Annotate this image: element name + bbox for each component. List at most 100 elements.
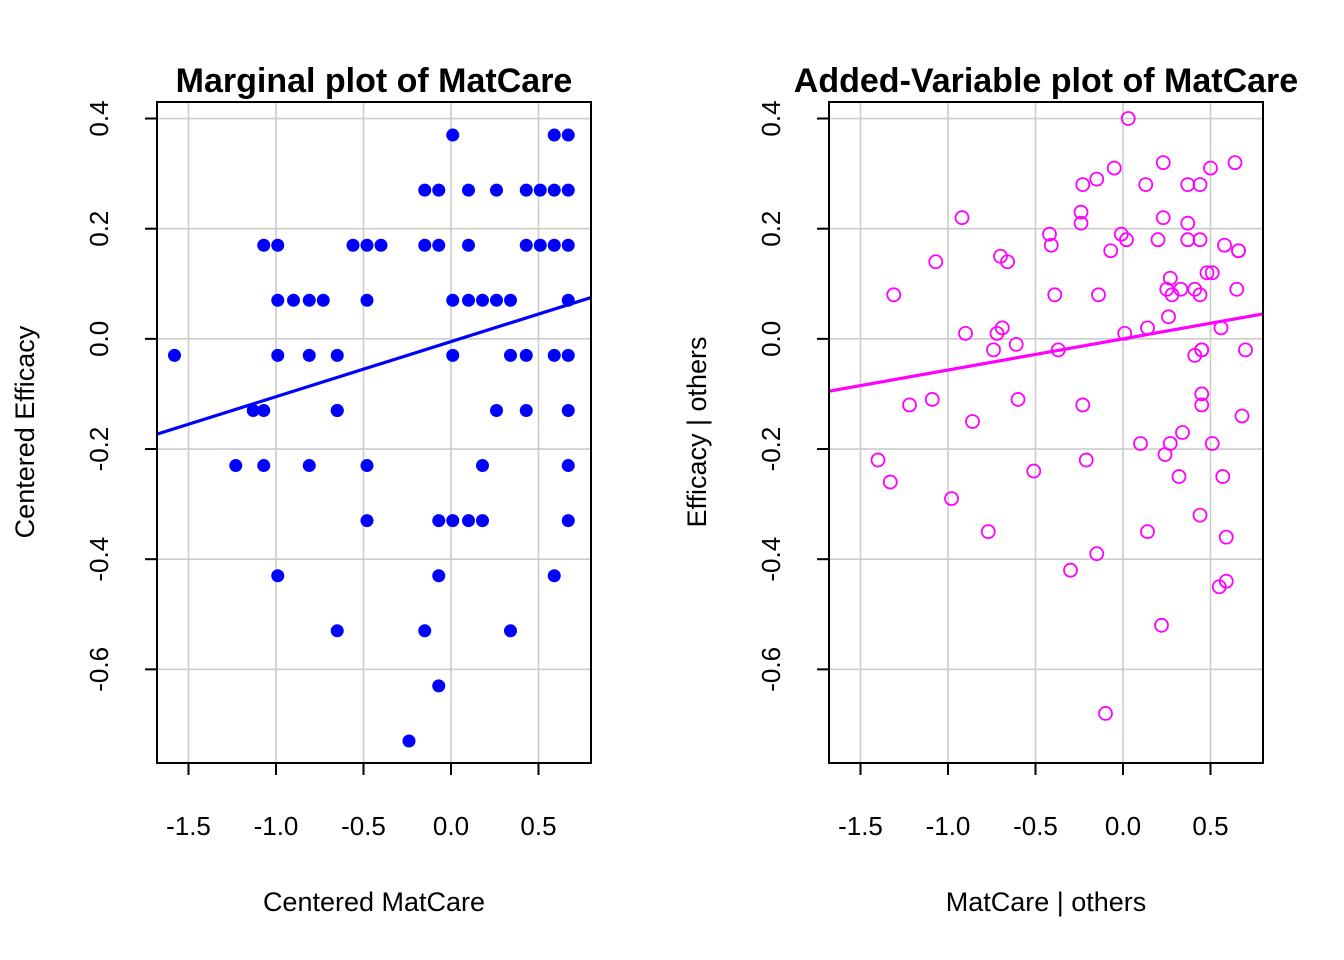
data-point — [462, 183, 475, 197]
x-tick-label: 0.5 — [1192, 811, 1228, 841]
data-point — [346, 238, 360, 252]
data-point — [1075, 397, 1091, 413]
x-tick-label: -0.5 — [341, 811, 386, 841]
data-point — [944, 491, 959, 507]
x-tick-label: -1.0 — [254, 811, 299, 841]
data-point — [1180, 215, 1196, 231]
y-tick-label: -0.2 — [84, 427, 114, 472]
data-point — [1192, 287, 1208, 303]
x-axis-label: MatCare | others — [946, 887, 1147, 917]
data-point — [271, 569, 285, 583]
data-point — [1192, 507, 1208, 523]
data-point — [1217, 237, 1232, 253]
data-point — [1138, 177, 1154, 193]
data-point — [1231, 243, 1246, 259]
data-point — [504, 293, 517, 307]
y-tick-label: 0.2 — [84, 211, 114, 247]
data-point — [1192, 177, 1208, 193]
data-point — [316, 293, 330, 307]
data-point — [271, 238, 285, 252]
data-point — [924, 392, 940, 407]
data-point — [519, 238, 533, 252]
data-point — [1155, 155, 1171, 170]
x-tick-label: -1.5 — [166, 811, 211, 841]
data-point — [1047, 287, 1063, 303]
data-point — [476, 293, 489, 307]
data-point — [462, 293, 475, 307]
data-point — [1199, 265, 1215, 281]
data-point — [1180, 177, 1196, 193]
data-point — [271, 348, 285, 362]
data-point — [490, 403, 503, 417]
data-point — [1098, 706, 1113, 721]
data-point — [1073, 215, 1089, 231]
data-point — [1120, 111, 1136, 126]
data-point — [1173, 281, 1189, 297]
data-point — [1187, 281, 1203, 297]
data-point — [446, 128, 460, 142]
x-tick-label: -1.0 — [926, 811, 971, 841]
data-point — [374, 238, 388, 252]
data-point — [302, 348, 316, 362]
data-point — [168, 348, 181, 362]
data-point — [1203, 160, 1218, 176]
x-tick-label: 0.5 — [520, 811, 556, 841]
data-point — [432, 183, 446, 197]
data-point — [1043, 237, 1059, 253]
data-point — [547, 238, 561, 252]
data-point — [1215, 469, 1231, 484]
data-point — [330, 403, 344, 417]
data-point — [1089, 171, 1105, 187]
data-point — [271, 293, 285, 307]
data-point — [561, 514, 575, 528]
data-point — [462, 238, 475, 252]
data-point — [561, 238, 575, 252]
data-point — [1000, 254, 1015, 270]
data-point — [257, 403, 271, 417]
data-point — [882, 474, 898, 490]
data-point — [287, 293, 300, 307]
data-point — [561, 459, 575, 473]
data-point — [1218, 529, 1234, 545]
y-tick-label: -0.6 — [84, 647, 114, 692]
y-tick-label: 0.0 — [84, 321, 114, 357]
data-point — [989, 325, 1005, 341]
y-tick-label: -0.6 — [756, 647, 786, 692]
data-point — [547, 128, 561, 142]
y-tick-label: -0.4 — [756, 537, 786, 582]
data-point — [504, 624, 517, 638]
data-point — [432, 569, 446, 583]
data-point — [1194, 386, 1210, 402]
data-point — [1229, 281, 1245, 297]
data-point — [246, 403, 260, 417]
data-point — [257, 238, 271, 252]
data-point — [476, 459, 489, 473]
x-tick-label: -1.5 — [838, 811, 883, 841]
data-point — [870, 452, 886, 468]
data-point — [330, 624, 344, 638]
y-tick-label: -0.2 — [756, 427, 786, 472]
regression-line — [156, 296, 592, 436]
data-point — [432, 679, 446, 693]
data-point — [1091, 287, 1106, 303]
data-point — [561, 128, 575, 142]
data-point — [257, 459, 271, 473]
data-point — [1026, 463, 1042, 479]
data-point — [1103, 243, 1119, 259]
chart-title: Marginal plot of MatCare — [176, 62, 573, 100]
x-tick-label: -0.5 — [1013, 811, 1058, 841]
data-point — [1106, 160, 1122, 176]
data-point — [1194, 342, 1210, 358]
data-point — [1192, 232, 1208, 248]
data-point — [1161, 309, 1176, 325]
data-point — [1162, 436, 1178, 451]
y-tick-label: 0.4 — [756, 100, 786, 136]
data-point — [1075, 177, 1091, 193]
data-point — [504, 348, 517, 362]
data-point — [1008, 336, 1024, 352]
plot-frame — [156, 101, 592, 764]
marginal-plot-panel: Marginal plot of MatCare Centered MatCar… — [10, 62, 592, 917]
regression-line — [828, 312, 1264, 393]
data-point — [986, 342, 1001, 358]
data-point — [302, 459, 316, 473]
